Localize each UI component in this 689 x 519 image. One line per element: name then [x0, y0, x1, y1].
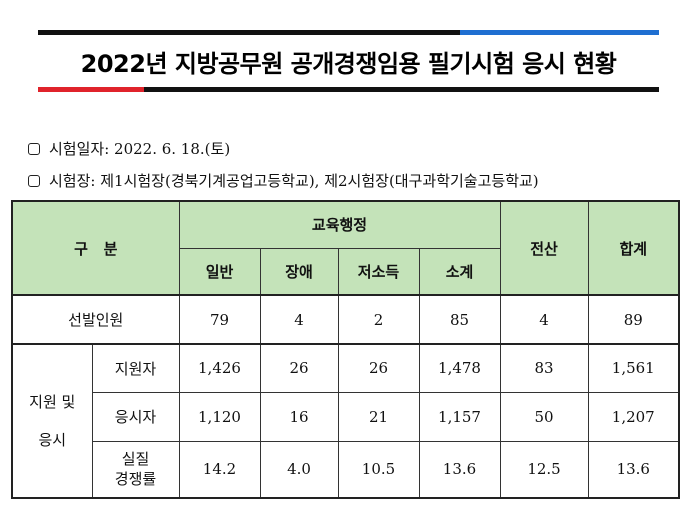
header-general: 일반 — [178, 247, 261, 296]
title-bottom-bar — [38, 87, 659, 92]
header-subtotal: 소계 — [418, 247, 501, 296]
cell: 83 — [499, 343, 589, 393]
cell: 26 — [259, 343, 339, 393]
header-education-admin: 교육행정 — [178, 200, 501, 249]
cell: 1,561 — [587, 343, 680, 393]
cell: 21 — [337, 391, 420, 442]
cell: 4.0 — [259, 440, 339, 499]
cell: 16 — [259, 391, 339, 442]
applicant-status-table: 구 분 교육행정 전산 합계 일반 장애 저소득 소계 선발인원 79 4 2 … — [11, 200, 681, 499]
cell: 50 — [499, 391, 589, 442]
cell: 13.6 — [587, 440, 680, 499]
cell: 14.2 — [178, 440, 261, 499]
checkbox-bullet-icon — [28, 142, 40, 155]
cell: 1,426 — [178, 343, 261, 393]
row-label: 응시자 — [91, 391, 180, 442]
cell: 1,120 — [178, 391, 261, 442]
row-label: 선발인원 — [11, 294, 180, 345]
cell: 10.5 — [337, 440, 420, 499]
cell: 85 — [418, 294, 501, 345]
exam-date-text: 시험일자: 2022. 6. 18.(토) — [49, 140, 231, 158]
title-block: 2022년 지방공무원 공개경쟁임용 필기시험 응시 현황 — [38, 30, 659, 92]
table-row-competition-rate: 실질 경쟁률 14.2 4.0 10.5 13.6 12.5 13.6 — [12, 440, 680, 499]
apply-group-label: 지원 및 응시 — [11, 343, 93, 499]
exam-venue-text: 시험장: 제1시험장(경북기계공업고등학교), 제2시험장(대구과학기술고등학교… — [49, 172, 539, 190]
page-title: 2022년 지방공무원 공개경쟁임용 필기시험 응시 현황 — [80, 49, 617, 78]
exam-date-line: 시험일자: 2022. 6. 18.(토) — [28, 138, 230, 159]
header-low-income: 저소득 — [337, 247, 420, 296]
header-total: 합계 — [587, 200, 680, 296]
header-category: 구 분 — [11, 200, 180, 296]
row-label: 실질 경쟁률 — [91, 440, 180, 499]
checkbox-bullet-icon — [28, 174, 40, 187]
cell: 1,207 — [587, 391, 680, 442]
cell: 4 — [259, 294, 339, 345]
cell: 1,157 — [418, 391, 501, 442]
cell: 12.5 — [499, 440, 589, 499]
table-row-examinees: 응시자 1,120 16 21 1,157 50 1,207 — [12, 391, 680, 442]
header-computing: 전산 — [499, 200, 589, 296]
table-row-selection: 선발인원 79 4 2 85 4 89 — [11, 294, 680, 345]
cell: 1,478 — [418, 343, 501, 393]
title-top-bar — [38, 30, 659, 35]
table-row-applicants: 지원 및 응시 지원자 1,426 26 26 1,478 83 1,561 — [11, 343, 680, 499]
row-label: 지원자 — [91, 343, 180, 393]
cell: 13.6 — [418, 440, 501, 499]
exam-venue-line: 시험장: 제1시험장(경북기계공업고등학교), 제2시험장(대구과학기술고등학교… — [28, 170, 539, 191]
cell: 4 — [499, 294, 589, 345]
cell: 89 — [587, 294, 680, 345]
cell: 79 — [178, 294, 261, 345]
header-disabled: 장애 — [259, 247, 339, 296]
cell: 2 — [337, 294, 420, 345]
cell: 26 — [337, 343, 420, 393]
